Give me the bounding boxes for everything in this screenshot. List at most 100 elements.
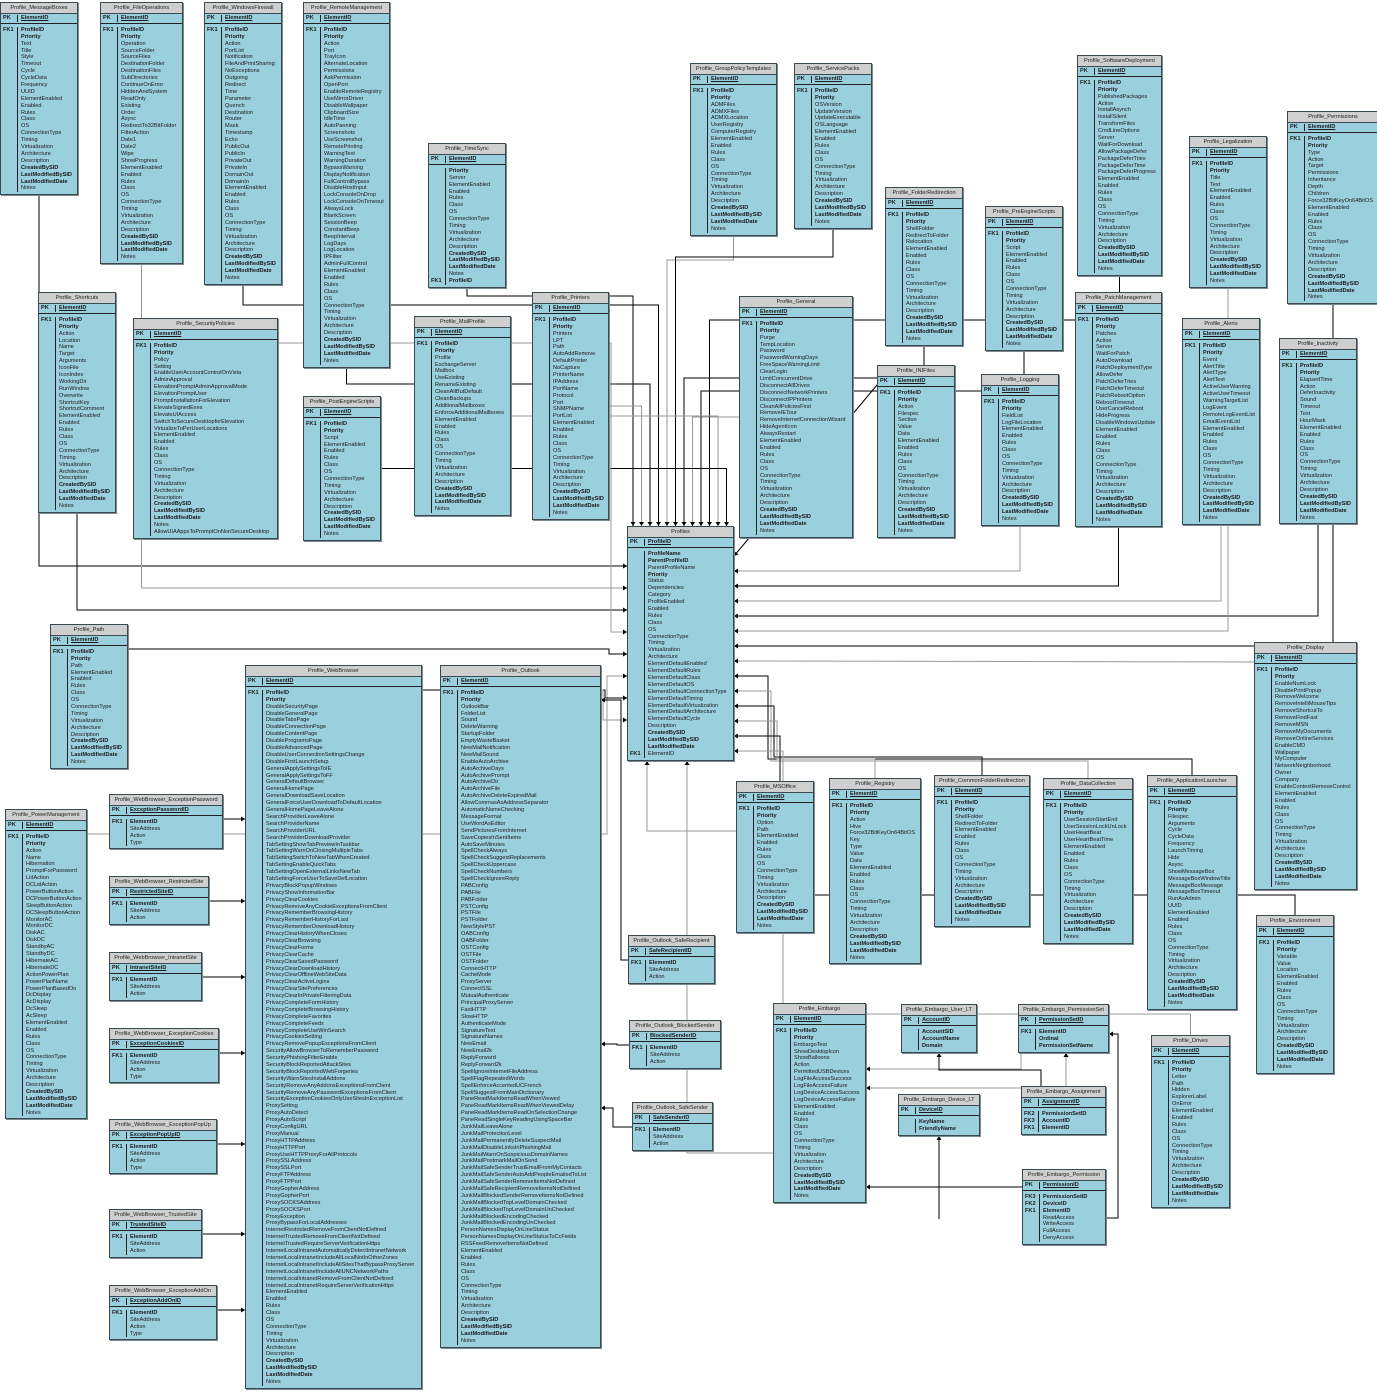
key-label: FK1 — [1257, 666, 1268, 673]
field: DisableTabsPage — [266, 717, 310, 724]
field: Virtualization — [324, 489, 356, 496]
field: ElementEnabled — [794, 1103, 836, 1110]
field: ElementEnabled — [553, 420, 595, 427]
field: Async — [121, 116, 137, 123]
field: CreatedBySID — [1098, 245, 1136, 252]
field: VirtualizeToPerUserLocations — [154, 425, 228, 432]
field: Class — [553, 440, 567, 447]
field: Virtualization — [757, 881, 789, 888]
field: PaneReadMarkItemsReadWhenViewedDelay — [461, 1103, 575, 1110]
table-title: Profile_Environment — [1257, 916, 1333, 927]
field: Timing — [71, 710, 88, 717]
field: PackageDeferTries — [1098, 155, 1146, 162]
field: Description — [225, 247, 253, 254]
field: Notes — [1172, 1197, 1187, 1204]
field: Enabled — [1006, 258, 1027, 265]
fields-section: FK1 ProfileID Priority Filespec Arguments Cyc… — [1148, 797, 1236, 1009]
field: SpellCheckUppercase — [461, 862, 517, 869]
field: ConnectionType — [449, 216, 490, 223]
field: PowerPlanName — [26, 978, 68, 985]
field: Timing — [1096, 468, 1113, 475]
table-title: Profile_WebBrowser_TrustedSite — [110, 1210, 201, 1221]
field: CacheMode — [461, 972, 492, 979]
key-label: FK1 — [112, 1052, 123, 1059]
field: LastModifiedBySID — [648, 736, 699, 743]
field: LastModifiedDate — [324, 524, 371, 531]
field: Notes — [711, 225, 726, 232]
primary-key-field: ElementID — [449, 156, 477, 162]
field: Enabled — [1308, 211, 1329, 218]
field: JunkMailBlockedEncodingUnChecked — [461, 1220, 556, 1227]
field: GeneralApplySettingsToFF — [266, 772, 333, 779]
key-label: FK1 — [739, 805, 750, 812]
table-title: Profile_Outlook_SafeSender — [633, 1103, 712, 1114]
field: PaneReadSingleKeyReadingUsingSpaceBar — [461, 1117, 573, 1124]
field: Priority — [850, 809, 870, 816]
field: Architecture — [26, 1075, 56, 1082]
field: Architecture — [59, 468, 89, 475]
field: DisableProgramsPage — [266, 738, 322, 745]
field: Type — [130, 839, 143, 846]
table-patch-management: Profile_PatchManagement PK ElementID FK1 Pro… — [1075, 292, 1162, 527]
field: ConnectionType — [711, 170, 752, 177]
field: LastModifiedDate — [1300, 507, 1347, 514]
field: Action — [130, 1066, 146, 1073]
field: IPAddress — [553, 378, 579, 385]
field: LastModifiedBySID — [121, 240, 172, 247]
field: CreatedBySID — [461, 1316, 499, 1323]
field: Sound — [1300, 397, 1317, 404]
field: PSTConfig — [461, 903, 489, 910]
field: Location — [1277, 967, 1299, 974]
key-label: FK1 — [535, 316, 546, 323]
field: Option — [757, 819, 774, 826]
field: Virtualization — [850, 913, 882, 920]
field: OS — [59, 440, 68, 447]
field: ElementDefaultConnectionType — [648, 688, 727, 695]
field: Architecture — [648, 654, 678, 661]
field: InternetTrustedRemoveFromClientNotDefine… — [266, 1234, 380, 1241]
field: ConnectionType — [1300, 459, 1341, 466]
relation-display — [733, 660, 1255, 663]
primary-key-section: PK ElementID — [1152, 1047, 1229, 1057]
field: ConnectionType — [1277, 1008, 1318, 1015]
primary-key-field: ElementID — [21, 15, 49, 21]
field: OS — [1064, 871, 1073, 878]
field: LastModifiedBySID — [711, 211, 762, 218]
table-common-folder-redirection: Profile_CommonFolderRedirection PK Element… — [934, 775, 1030, 927]
key-label: FK1 — [1046, 802, 1057, 809]
table-time-sync: Profile_TimeSync PK ElementID FK1 Priority Se… — [428, 143, 506, 289]
primary-key-section: PK ElementID — [986, 218, 1062, 228]
primary-key-field: ElementID — [757, 794, 785, 800]
field: PatchDeploymentType — [1096, 365, 1153, 372]
field: Notes — [1098, 265, 1113, 272]
field: Class — [1210, 209, 1224, 216]
fields-section: FK1 ProfileID Priority OSVersion UpdateVersi… — [795, 85, 871, 228]
table-general: Profile_General PK ElementID FK1 ProfileID Pr… — [739, 296, 853, 538]
field: Class — [154, 453, 168, 460]
field: DCLidAction — [26, 882, 58, 889]
field: DestinationFolder — [121, 61, 165, 68]
field: ProfileID — [121, 26, 145, 33]
primary-key-section: PK PermissionID — [1023, 1181, 1105, 1191]
field: ParentProfileName — [648, 564, 696, 571]
fields-section: FK1 ProfileID Priority Variable Value Locatio… — [1257, 937, 1333, 1073]
field: ElementEnabled — [850, 864, 892, 871]
field: OS — [711, 163, 720, 170]
field: UseWordAsEditor — [461, 820, 506, 827]
field: ProfileID — [1277, 939, 1301, 946]
fields-section: FK1 ElementID SiteAddress Action Type — [110, 1307, 216, 1340]
field: Class — [648, 619, 662, 626]
table-group-policy-templates: Profile_GroupPolicyTemplates PK ElementID F… — [690, 63, 777, 236]
field: Architecture — [121, 219, 151, 226]
primary-key-section: PK ElementID — [415, 328, 510, 338]
field: Rules — [898, 451, 913, 458]
field: LogFileAccessFailure — [794, 1083, 848, 1090]
field: CreatedBySID — [1006, 320, 1044, 327]
field: Action — [1308, 156, 1324, 163]
key-label: FK1 — [443, 689, 454, 696]
arrowhead-icon — [734, 643, 738, 649]
field: AutomaticNameChecking — [461, 807, 525, 814]
field: PrivacyClearHistoryWhenCloses — [266, 931, 347, 938]
field: Quench — [225, 102, 245, 109]
field: CreatedBySID — [1064, 913, 1102, 920]
